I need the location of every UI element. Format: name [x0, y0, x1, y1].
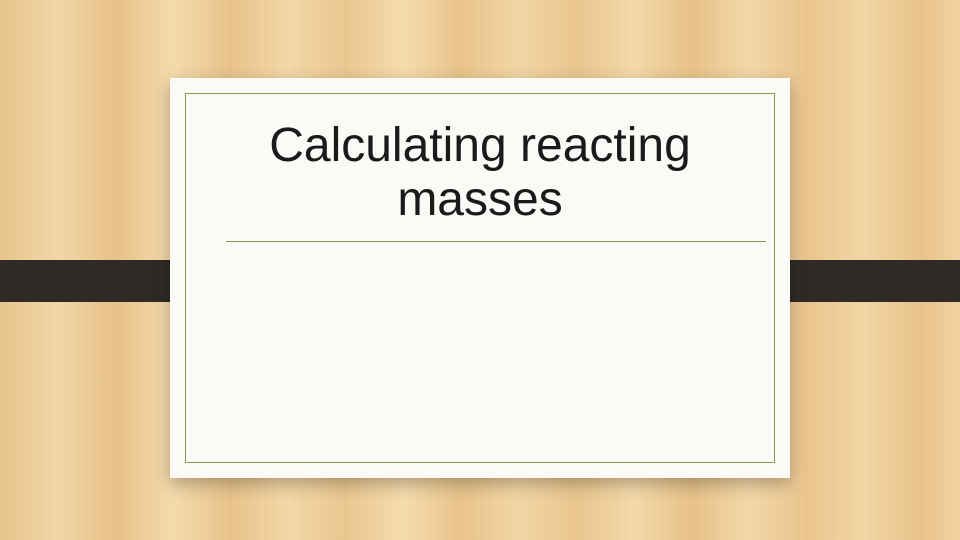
card-inner-border: Calculating reacting masses: [185, 93, 775, 463]
title-card: Calculating reacting masses: [170, 78, 790, 478]
title-underline: [226, 241, 766, 242]
slide-title: Calculating reacting masses: [186, 119, 774, 227]
